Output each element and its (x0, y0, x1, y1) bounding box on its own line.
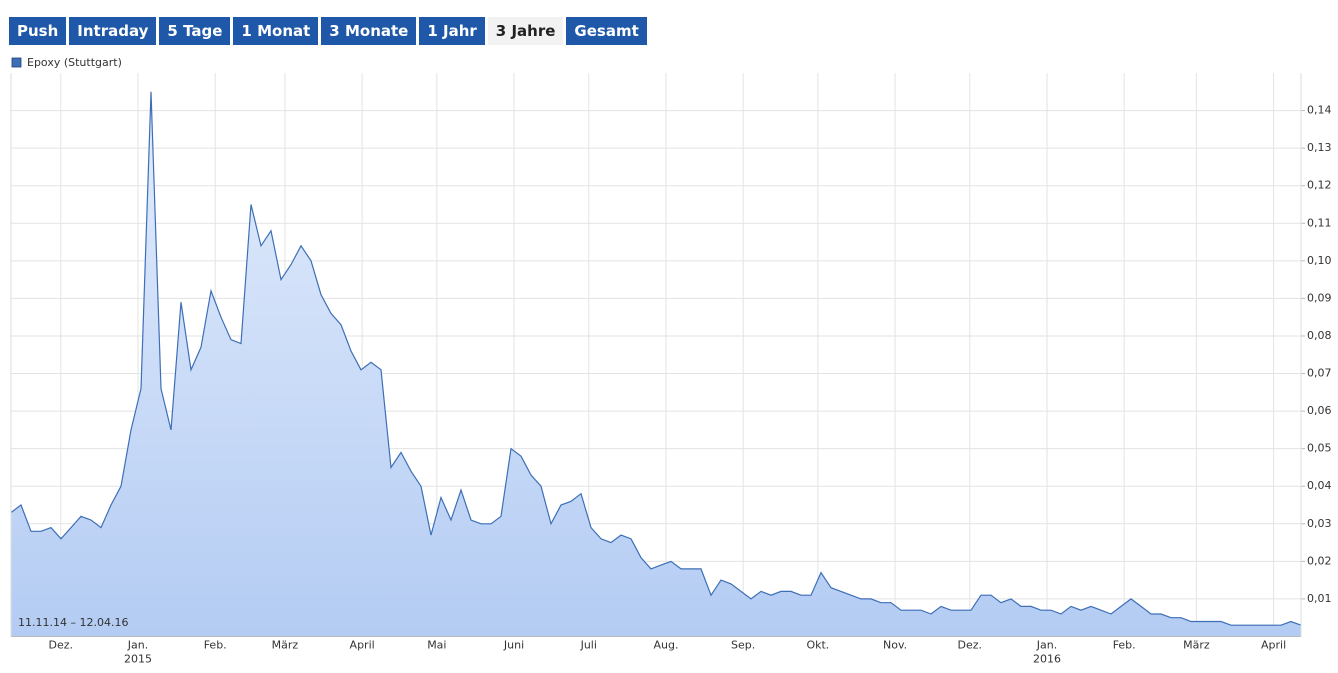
range-tab[interactable]: 1 Jahr (419, 17, 485, 45)
y-tick-label: 0,08 (1307, 329, 1332, 342)
y-tick-label: 0,03 (1307, 517, 1332, 530)
y-tick-label: 0,12 (1307, 179, 1332, 192)
y-tick-label: 0,04 (1307, 479, 1332, 492)
y-tick-label: 0,02 (1307, 554, 1332, 567)
x-tick-label: März (272, 639, 299, 652)
y-tick-label: 0,06 (1307, 404, 1332, 417)
range-tab[interactable]: Intraday (69, 17, 157, 45)
x-tick-label: Juni (503, 639, 524, 652)
line (10, 91, 1302, 626)
x-tick-label: Sep. (731, 639, 755, 652)
legend-label: Epoxy (Stuttgart) (27, 56, 122, 69)
x-tick-year: 2015 (124, 653, 152, 666)
x-tick-label: Okt. (806, 639, 829, 652)
y-tick-label: 0,13 (1307, 141, 1332, 154)
x-tick-label: Nov. (883, 639, 907, 652)
x-tick-label: Jan. (127, 639, 148, 652)
y-tick-label: 0,05 (1307, 442, 1332, 455)
area (11, 91, 1301, 637)
range-tab[interactable]: 3 Jahre (487, 17, 564, 45)
x-tick-label: Feb. (1113, 639, 1136, 652)
y-tick-label: 0,14 (1307, 104, 1332, 117)
x-tick-label: Dez. (49, 639, 74, 652)
x-tick-label: März (1183, 639, 1210, 652)
range-tab[interactable]: 1 Monat (233, 17, 319, 45)
y-tick-label: 0,11 (1307, 216, 1332, 229)
y-tick-label: 0,10 (1307, 254, 1332, 267)
x-tick-label: Feb. (204, 639, 227, 652)
x-tick-label: Jan. (1036, 639, 1057, 652)
x-tick-label: April (350, 639, 375, 652)
range-tab[interactable]: 3 Monate (321, 17, 417, 45)
range-tab[interactable]: 5 Tage (159, 17, 231, 45)
x-tick-label: Juli (580, 639, 597, 652)
x-tick-label: April (1261, 639, 1286, 652)
legend-swatch (11, 57, 22, 68)
y-tick-label: 0,07 (1307, 367, 1332, 380)
x-tick-label: Aug. (653, 639, 678, 652)
tab-bar: Push Intraday 5 Tage 1 Monat 3 Monate 1 Jahr 3… (9, 17, 647, 45)
x-tick-year: 2016 (1033, 653, 1061, 666)
x-tick-label: Dez. (958, 639, 983, 652)
range-label: 11.11.14 – 12.04.16 (18, 616, 128, 629)
x-tick-label: Mai (427, 639, 446, 652)
range-tab[interactable]: Push (9, 17, 67, 45)
y-tick-label: 0,01 (1307, 592, 1332, 605)
y-tick-label: 0,09 (1307, 291, 1332, 304)
range-tab[interactable]: Gesamt (566, 17, 647, 45)
